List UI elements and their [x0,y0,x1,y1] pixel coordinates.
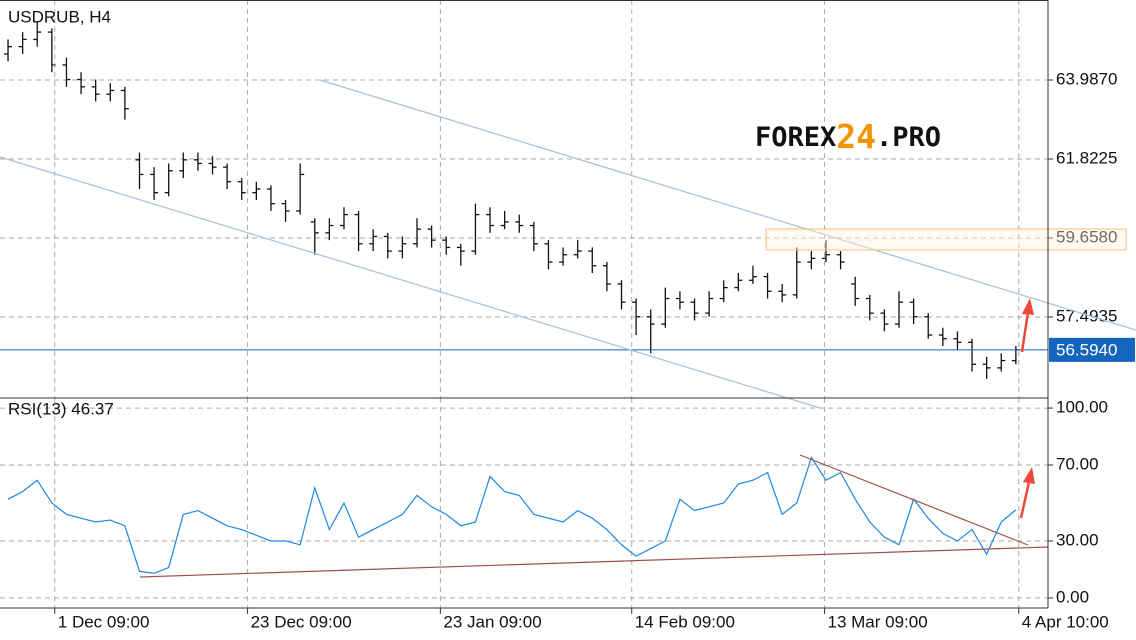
current-price-label: 56.5940 [1056,340,1117,359]
y-tick-label: 59.6580 [1056,228,1117,247]
y-tick-label: 30.00 [1056,530,1099,549]
y-tick-label: 63.9870 [1056,69,1117,88]
x-tick-label: 1 Dec 09:00 [58,612,150,631]
y-tick-label: 100.00 [1056,398,1108,417]
x-tick-label: 23 Dec 09:00 [251,612,352,631]
x-tick-label: 13 Mar 09:00 [828,612,928,631]
watermark-part: 24 [836,117,876,156]
arrow-price [1020,311,1030,353]
arrow-rsi [1019,481,1031,519]
y-tick-label: 61.8225 [1056,148,1117,167]
y-tick-label: 70.00 [1056,455,1099,474]
arrow-head [1023,467,1035,484]
rsi-trendline-upper [799,454,1029,546]
rsi-title: RSI(13) 46.37 [8,399,114,418]
current-price-box [1049,337,1135,362]
channel-lower [0,156,821,409]
chart-title: USDRUB, H4 [8,7,111,26]
x-tick-label: 14 Feb 09:00 [635,612,735,631]
rsi-line [7,456,1017,574]
rsi-trendline-lower [139,546,1049,578]
watermark-part: .PRO [876,122,941,153]
channel-upper [319,79,1136,331]
y-tick-label: 0.00 [1056,587,1089,606]
watermark-part: FOREX [755,122,836,153]
arrow-head [1022,298,1034,315]
watermark: FOREX24.PRO [755,117,941,156]
x-tick-label: 23 Jan 09:00 [443,612,541,631]
y-tick-label: 57.4935 [1056,307,1117,326]
resistance-zone [765,228,1127,251]
x-tick-label: 4 Apr 10:00 [1022,612,1109,631]
